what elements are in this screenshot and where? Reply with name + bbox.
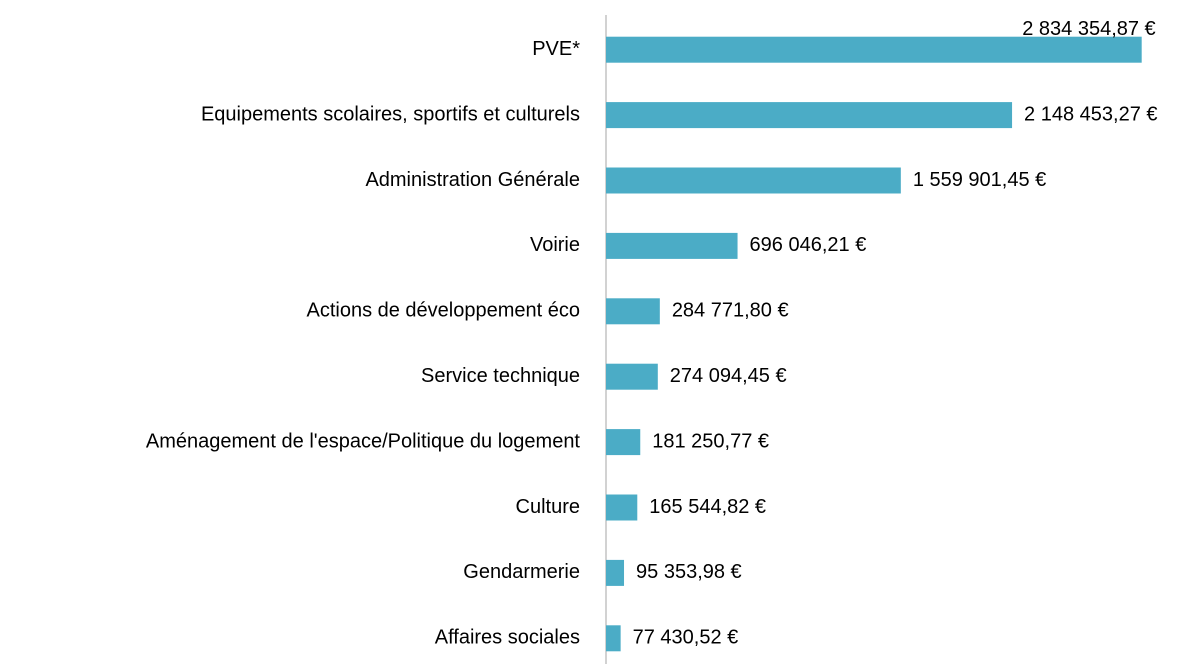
bar <box>606 102 1013 129</box>
bar <box>606 625 621 652</box>
value-label: 284 771,80 € <box>672 300 789 322</box>
bar <box>606 36 1142 63</box>
category-label: Actions de développement éco <box>306 300 580 322</box>
value-label: 1 559 901,45 € <box>913 169 1046 191</box>
bar <box>606 232 738 259</box>
category-label: Affaires sociales <box>435 627 580 649</box>
category-label: Voirie <box>530 234 580 256</box>
bar <box>606 559 625 586</box>
value-label: 696 046,21 € <box>750 234 867 256</box>
value-label: 95 353,98 € <box>636 561 742 583</box>
category-label: Culture <box>516 496 580 518</box>
bar <box>606 363 658 390</box>
category-label: Administration Générale <box>365 169 580 191</box>
bar <box>606 494 638 521</box>
bar <box>606 298 660 325</box>
value-label: 77 430,52 € <box>633 627 739 649</box>
bar <box>606 167 901 194</box>
value-label: 181 250,77 € <box>652 430 769 452</box>
category-label: Equipements scolaires, sportifs et cultu… <box>201 103 580 125</box>
category-label: Service technique <box>421 365 580 387</box>
value-label: 2 148 453,27 € <box>1024 103 1157 125</box>
value-label: 274 094,45 € <box>670 365 787 387</box>
category-label: PVE* <box>532 38 580 60</box>
category-label: Gendarmerie <box>463 561 580 583</box>
value-label: 165 544,82 € <box>649 496 766 518</box>
category-label: Aménagement de l'espace/Politique du log… <box>146 430 581 452</box>
value-label: 2 834 354,87 € <box>1022 18 1155 40</box>
bar <box>606 429 641 456</box>
